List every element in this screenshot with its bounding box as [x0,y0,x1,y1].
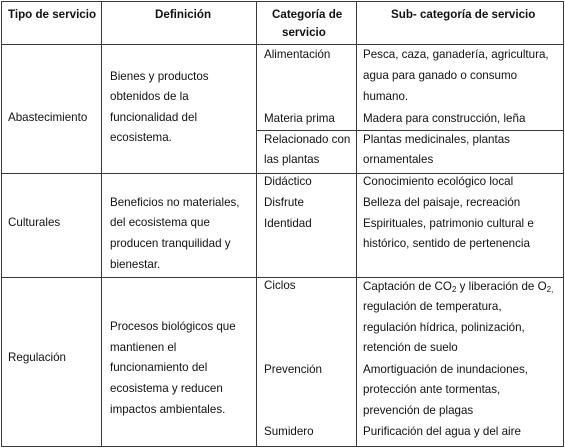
column-divider [256,1,257,447]
tipo-abastecimiento: Abastecimiento [8,111,88,124]
categoria-didactico: Didáctico [264,175,312,188]
categoria-plantas: las plantas [264,153,320,166]
subcategoria-line: histórico, sentido de pertenencia [363,237,530,250]
definicion-line: Beneficios no materiales, [110,196,240,209]
subcategoria-line: regulación de temperatura, [363,300,502,313]
categoria-plantas: Relacionado con [264,133,351,146]
definicion-line: Procesos biológicos que [110,320,236,333]
categoria-alimentacion: Alimentación [264,48,331,61]
subcategoria-line: humano. [363,90,409,103]
table-border-left [1,1,2,447]
subcategoria-line: ornamentales [363,153,434,166]
header-categoria: servicio [282,26,326,39]
subcategoria-line: Captación de CO2 y liberación de O2, [363,277,553,297]
definicion-line: funcionamiento del [110,361,208,374]
definicion-line: bienestar. [110,258,161,271]
subcategoria-line: Conocimiento ecológico local [363,175,514,188]
subcategoria-line: Belleza del paisaje, recreación [363,196,521,209]
header-subcategoria: Sub- categoría de servicio [391,8,536,21]
subcategoria-line: retención de suelo [363,341,458,354]
header-divider [1,44,563,45]
table-border-top [1,1,563,2]
definicion-line: Bienes y productos [110,70,209,83]
header-categoria: Categoría de [272,8,343,21]
subscript: 2 [451,285,457,294]
categoria-materia-prima: Materia prima [264,112,335,125]
row-divider [1,277,563,278]
categoria-identidad: Identidad [264,217,312,230]
table-border-right [563,1,564,447]
definicion-line: producen tranquilidad y [110,237,231,250]
header-tipo: Tipo de servicio [8,8,97,21]
subcategoria-line: agua para ganado o consumo [363,69,518,82]
column-divider [356,1,357,447]
text-run: y liberación de O [456,280,547,293]
subrow-divider [256,130,563,131]
subcategoria-line: Amortiguación de inundaciones, [363,363,528,376]
subscript: 2, [546,285,554,294]
subcategoria-line: regulación hídrica, polinización, [363,321,525,334]
categoria-ciclos: Ciclos [264,279,296,292]
definicion-line: del ecosistema que [110,216,210,229]
definicion-line: funcionalidad del [110,111,198,124]
definicion-line: obtenidos de la [110,90,189,103]
definicion-line: mantienen el [110,341,177,354]
text-run: Captación de CO [363,280,452,293]
subcategoria-line: Plantas medicinales, plantas [363,133,510,146]
column-divider [101,1,102,447]
categoria-prevencion: Prevención [264,363,323,376]
row-divider [1,173,563,174]
header-definicion: Definición [155,8,212,21]
subcategoria-line: protección ante tormentas, [363,383,501,396]
table-border-bottom [1,446,563,447]
subcategoria-line: Espirituales, patrimonio cultural e [363,217,534,230]
tipo-culturales: Culturales [8,216,61,229]
definicion-line: impactos ambientales. [110,403,226,416]
subcategoria-line: Pesca, caza, ganadería, agricultura, [363,48,549,61]
definicion-line: ecosistema. [110,131,172,144]
definicion-line: ecosistema y reducen [110,382,223,395]
categoria-sumidero: Sumidero [264,425,314,438]
subcategoria-line: Purificación del agua y del aire [363,425,521,438]
tipo-regulacion: Regulación [8,351,67,364]
categoria-disfrute: Disfrute [264,196,304,209]
subcategoria-line: Madera para construcción, leña [363,112,526,125]
subcategoria-line: prevención de plagas [363,404,474,417]
